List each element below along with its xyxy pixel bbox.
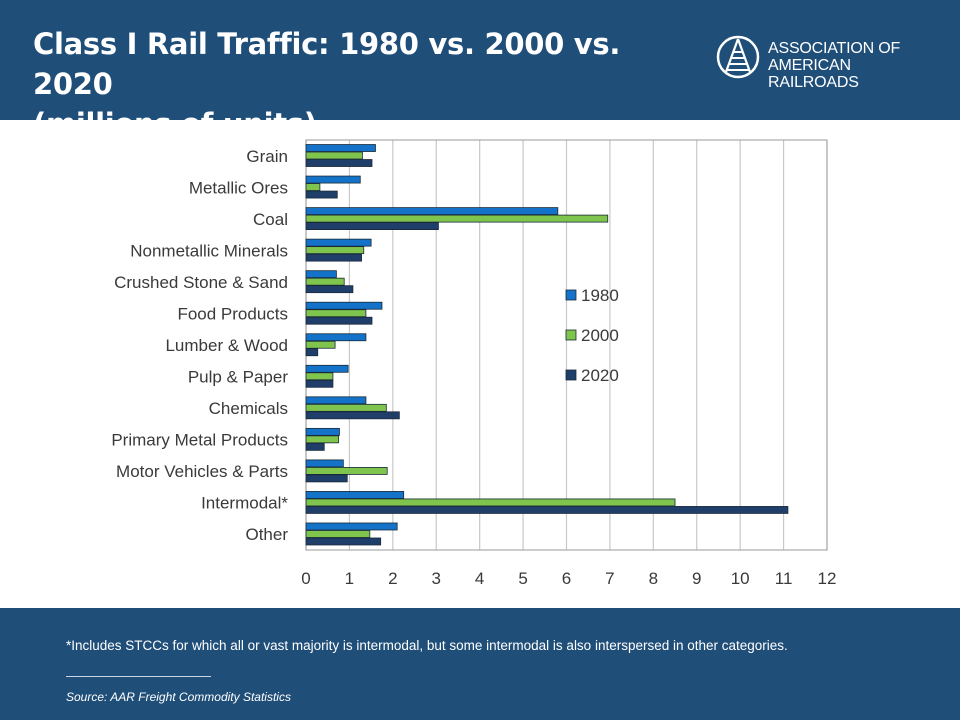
bar-2020-12 <box>305 537 382 546</box>
bar-1980-3 <box>305 238 372 247</box>
category-label: Food Products <box>177 304 288 323</box>
logo-line-1: ASSOCIATION OF <box>768 40 901 57</box>
x-tick-label: 7 <box>605 569 614 588</box>
title-line-2: (millions of units) <box>33 107 317 141</box>
source-note: Source: AAR Freight Commodity Statistics <box>66 690 291 704</box>
category-label: Lumber & Wood <box>165 336 288 355</box>
bar-2000-8 <box>305 403 387 412</box>
x-tick-label: 10 <box>731 569 750 588</box>
bar-2000-9 <box>305 435 339 444</box>
bar-2020-8 <box>305 411 400 420</box>
bar-2020-2 <box>305 222 439 230</box>
header-banner: Class I Rail Traffic: 1980 vs. 2000 vs. … <box>0 0 960 141</box>
bar-1980-4 <box>305 270 337 279</box>
legend-label: 2020 <box>581 366 619 385</box>
bar-2020-3 <box>305 253 362 262</box>
bar-2000-4 <box>305 277 345 286</box>
bar-2020-10 <box>305 474 348 483</box>
category-label: Pulp & Paper <box>188 368 289 387</box>
x-tick-label: 2 <box>388 569 397 588</box>
bar-1980-9 <box>305 427 340 436</box>
bar-1980-6 <box>305 333 367 342</box>
category-label: Intermodal* <box>201 494 288 513</box>
bar-2000-1 <box>305 183 321 191</box>
x-tick-label: 3 <box>432 569 441 588</box>
x-tick-label: 5 <box>518 569 527 588</box>
bar-2000-3 <box>305 246 365 255</box>
bar-1980-5 <box>305 301 383 310</box>
legend-swatch-2000 <box>565 329 577 341</box>
bar-2000-11 <box>305 498 676 507</box>
bar-2020-7 <box>305 379 334 388</box>
x-tick-label: 0 <box>301 569 310 588</box>
bar-1980-12 <box>305 522 398 531</box>
bar-1980-8 <box>305 396 367 405</box>
bar-2000-7 <box>305 372 334 381</box>
legend-label: 1980 <box>581 286 619 305</box>
bar-2000-5 <box>305 309 367 318</box>
category-label: Crushed Stone & Sand <box>114 273 288 292</box>
x-tick-label: 8 <box>649 569 658 588</box>
bar-2000-12 <box>305 530 371 538</box>
bar-1980-2 <box>305 207 559 215</box>
bar-1980-0 <box>305 144 376 152</box>
aar-logo: ASSOCIATION OF AMERICAN RAILROADS <box>716 34 936 91</box>
bar-2020-9 <box>305 442 325 451</box>
chart-title: Class I Rail Traffic: 1980 vs. 2000 vs. … <box>33 24 693 144</box>
bar-chart: Grain Metallic Ores Coal Nonmetallic Minera… <box>111 139 837 588</box>
chart-area: Grain Metallic Ores Coal Nonmetallic Minera… <box>0 120 960 608</box>
legend-swatch-2020 <box>565 369 577 381</box>
bar-2020-0 <box>305 159 373 167</box>
category-label: Other <box>245 525 288 544</box>
bar-1980-11 <box>305 491 405 499</box>
bar-2020-5 <box>305 316 373 325</box>
category-label: Motor Vehicles & Parts <box>116 462 288 481</box>
bar-2000-6 <box>305 340 336 349</box>
bar-1980-10 <box>305 459 344 468</box>
bar-2020-6 <box>305 348 319 357</box>
footer-banner: *Includes STCCs for which all or vast ma… <box>0 608 960 720</box>
x-tick-label: 1 <box>345 569 354 588</box>
legend-label: 2000 <box>581 326 619 345</box>
bar-2000-0 <box>305 151 363 160</box>
x-tick-label: 4 <box>475 569 484 588</box>
bar-2020-1 <box>305 190 338 199</box>
category-label: Nonmetallic Minerals <box>130 241 288 260</box>
category-label: Primary Metal Products <box>111 431 288 450</box>
x-tick-label: 11 <box>775 569 793 588</box>
category-label: Chemicals <box>209 399 288 418</box>
bar-2020-4 <box>305 285 354 294</box>
legend-swatch-1980 <box>565 289 577 301</box>
bar-2000-10 <box>305 467 388 475</box>
category-label: Metallic Ores <box>189 178 288 197</box>
logo-text: ASSOCIATION OF AMERICAN RAILROADS <box>768 40 936 91</box>
x-tick-label: 9 <box>692 569 701 588</box>
logo-line-2: AMERICAN RAILROADS <box>768 57 859 91</box>
footnote-divider <box>66 676 211 677</box>
bar-1980-7 <box>305 364 349 373</box>
bar-2020-11 <box>305 506 789 514</box>
category-label: Grain <box>246 147 288 166</box>
x-tick-label: 12 <box>818 569 837 588</box>
category-label: Coal <box>253 210 288 229</box>
rail-logo-icon <box>716 35 760 79</box>
bar-1980-1 <box>305 175 361 184</box>
title-line-1: Class I Rail Traffic: 1980 vs. 2000 vs. … <box>33 27 621 101</box>
x-tick-label: 6 <box>562 569 571 588</box>
bar-2000-2 <box>305 214 609 223</box>
footnote: *Includes STCCs for which all or vast ma… <box>66 638 788 653</box>
